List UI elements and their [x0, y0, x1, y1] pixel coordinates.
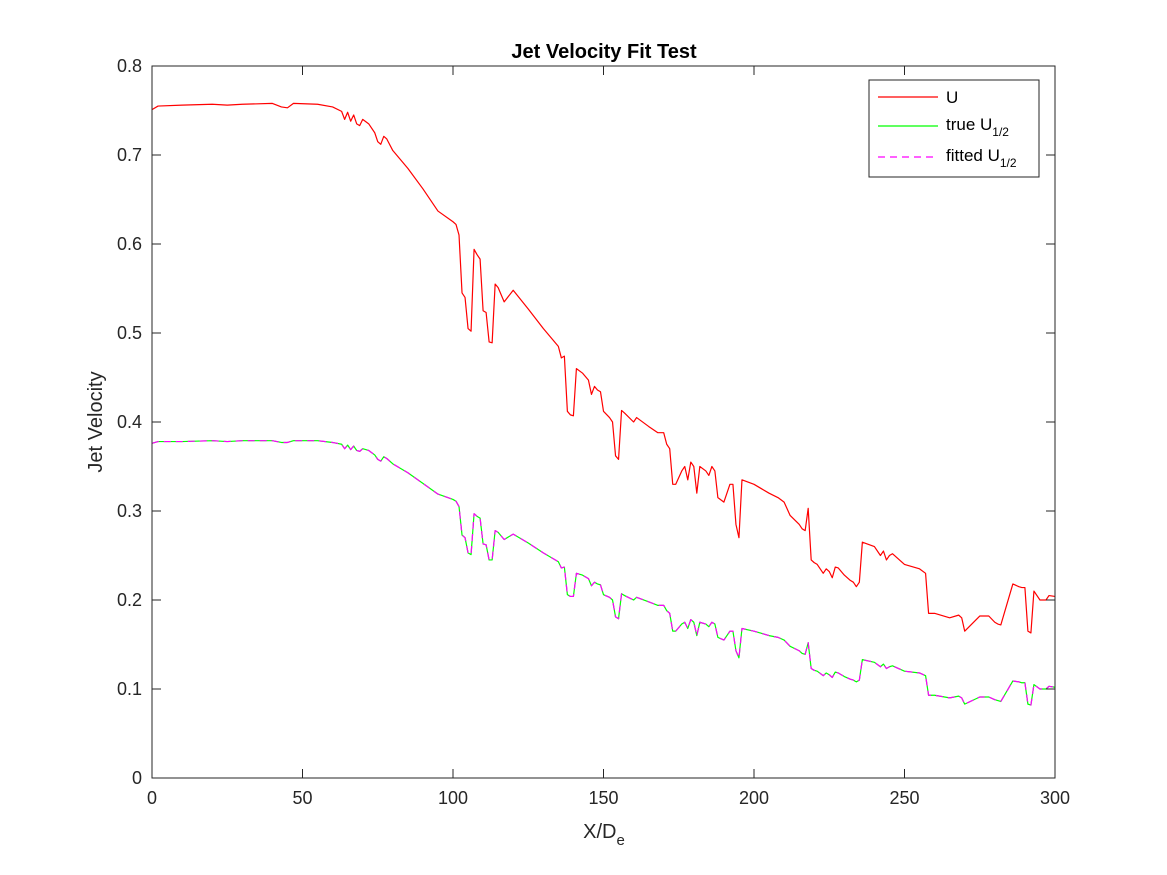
x-tick-label: 150: [588, 788, 618, 808]
y-axis-title: Jet Velocity: [85, 371, 107, 472]
series-line-fitted-u-half: [151, 440, 1056, 706]
y-tick-label: 0.2: [117, 590, 142, 610]
x-tick-label: 50: [292, 788, 312, 808]
y-tick-label: 0.4: [117, 412, 142, 432]
y-tick-label: 0.7: [117, 145, 142, 165]
plot-layer: [151, 102, 1056, 706]
plot-area-frame: [151, 65, 1056, 779]
legend-label-true-u-half: true U1/2: [946, 115, 1009, 139]
series-line-u: [151, 102, 1056, 634]
legend-label-u: U: [946, 88, 958, 107]
x-tick-label: 300: [1040, 788, 1070, 808]
y-tick-label: 0.6: [117, 234, 142, 254]
legend: U true U1/2 fitted U1/2: [868, 79, 1040, 178]
y-tick-label: 0: [132, 768, 142, 788]
y-tick-label: 0.5: [117, 323, 142, 343]
chart-title: Jet Velocity Fit Test: [511, 41, 697, 63]
legend-label-true-subscript: 1/2: [992, 125, 1009, 139]
x-tick-label: 0: [147, 788, 157, 808]
legend-label-fitted-u-half: fitted U1/2: [946, 146, 1017, 170]
y-tick-label: 0.8: [117, 56, 142, 76]
legend-box: [868, 79, 1040, 178]
ticks-layer: 0 50 100 150 200 250 300 0 0.1 0.2 0.3 0.4 0.5 0.6 0.7…: [117, 56, 1070, 808]
x-tick-label: 200: [739, 788, 769, 808]
legend-label-true-base: true U: [946, 115, 992, 134]
x-tick-label: 250: [889, 788, 919, 808]
legend-label-fitted-subscript: 1/2: [1000, 156, 1017, 170]
y-tick-label: 0.3: [117, 501, 142, 521]
legend-label-fitted-base: fitted U: [946, 146, 1000, 165]
legend-label-u-base: U: [946, 88, 958, 107]
x-axis-title-base: X/D: [583, 821, 616, 843]
y-tick-label: 0.1: [117, 679, 142, 699]
x-tick-label: 100: [438, 788, 468, 808]
x-axis-title-subscript: e: [617, 832, 625, 849]
x-axis-title: X/De: [583, 821, 625, 849]
